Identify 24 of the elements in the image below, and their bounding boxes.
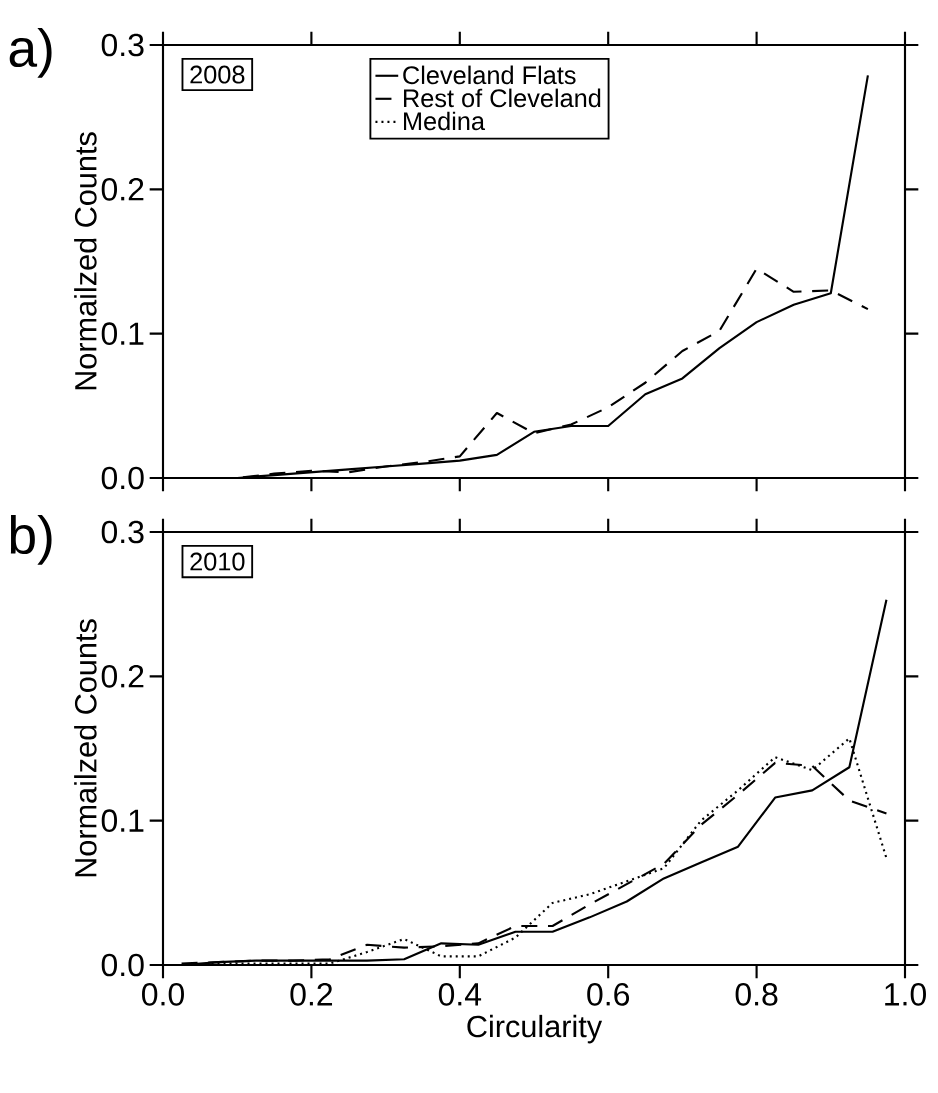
y-tick-label: 0.3 bbox=[101, 33, 144, 57]
legend-label: Cleveland Flats bbox=[403, 65, 576, 85]
y-axis-title: Normailzed Counts bbox=[74, 132, 97, 390]
annotation: 2010 bbox=[190, 552, 245, 571]
y-tick-label: 0.3 bbox=[101, 520, 144, 544]
y-tick-label: 0.1 bbox=[101, 322, 144, 345]
x-tick-label: 0.6 bbox=[587, 983, 630, 1006]
y-tick-label: 0.1 bbox=[101, 809, 144, 832]
text: a) bbox=[9, 27, 52, 78]
legend-label: Medina bbox=[404, 111, 486, 131]
annotation: 2008 bbox=[190, 65, 245, 84]
text: b) bbox=[10, 514, 52, 565]
y-tick-label: 0.0 bbox=[101, 466, 144, 490]
legend-label: Rest of Cleveland bbox=[404, 88, 601, 108]
y-tick-label: 0.2 bbox=[101, 665, 144, 688]
y-axis-title: Normailzed Counts bbox=[74, 619, 97, 877]
x-tick-label: 0.0 bbox=[142, 983, 184, 1006]
x-axis-title: Circularity bbox=[467, 1014, 603, 1044]
x-tick-label: 0.2 bbox=[290, 983, 333, 1006]
x-tick-label: 1.0 bbox=[885, 983, 926, 1006]
x-tick-label: 0.8 bbox=[735, 983, 778, 1006]
x-tick-label: 0.4 bbox=[438, 983, 482, 1006]
y-tick-label: 0.2 bbox=[101, 178, 144, 201]
y-tick-label: 0.0 bbox=[101, 953, 144, 977]
